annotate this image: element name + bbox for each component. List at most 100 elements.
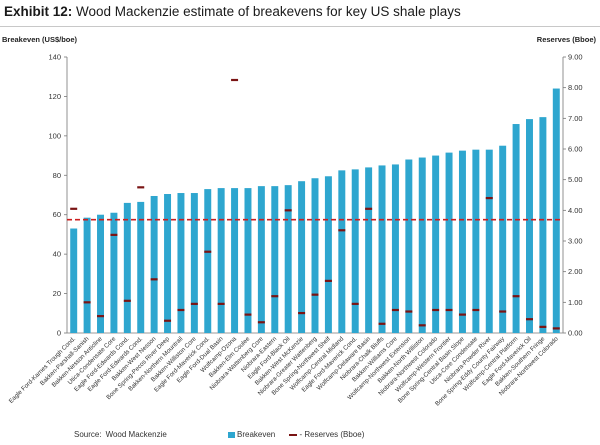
reserve-marker [217,302,225,305]
y-right-tick-label: 7.00 [568,114,583,123]
reserve-marker [311,293,319,296]
breakeven-bar [432,155,440,333]
y-right-tick-label: 9.00 [568,53,583,62]
breakeven-bar [351,169,359,333]
chart-legend: Breakeven - Reserves (Bboe) [228,430,364,439]
legend-breakeven-swatch [228,431,235,438]
reserve-marker [365,207,373,210]
exhibit-label: Exhibit 12: [4,4,73,19]
breakeven-bar [110,212,118,333]
reserve-marker [204,250,212,253]
breakeven-bar [526,119,533,333]
breakeven-bar [231,188,239,333]
breakeven-bar [83,217,91,333]
reserve-marker [552,327,560,330]
y-left-tick-label: 0 [57,329,61,338]
breakeven-bar [271,186,279,333]
y-right-tick-label: 5.00 [568,175,583,184]
breakeven-bar [123,202,131,333]
breakeven-bar [70,228,78,333]
reserve-marker [525,318,533,321]
y-left-tick-label: 140 [48,53,61,62]
breakeven-bar [512,124,520,333]
breakeven-bar [405,159,413,333]
legend-breakeven-label: Breakeven [237,430,276,439]
breakeven-bar [311,178,319,333]
y-right-tick-label: 3.00 [568,237,583,246]
title-divider [0,26,600,27]
reserve-marker [418,324,426,327]
y-left-tick-label: 100 [48,131,61,140]
reserve-marker [324,279,332,282]
breakeven-bar [539,117,547,333]
breakeven-bar [150,195,158,333]
breakeven-bar [217,188,225,333]
reserve-marker [499,310,507,313]
reserve-marker [512,295,520,298]
breakeven-bar [445,152,453,333]
breakeven-bar [552,88,560,333]
y-left-tick-label: 40 [53,250,61,259]
reserve-marker [137,186,145,189]
breakeven-bar [97,214,104,333]
y-right-tick-label: 4.00 [568,206,583,215]
reserve-marker [539,325,547,328]
breakeven-bar [499,145,507,333]
y-right-tick-label: 8.00 [568,83,583,92]
reserve-marker [405,310,413,313]
breakeven-bar [244,188,252,333]
y-right-tick-label: 1.00 [568,298,583,307]
reserve-marker [445,308,453,312]
reserve-marker [244,313,252,316]
y-right-tick-label: 6.00 [568,145,583,154]
y-left-tick-label: 20 [53,289,61,298]
reserve-marker [338,229,346,232]
source-text: Wood Mackenzie [105,430,167,439]
reserve-marker [432,308,440,312]
breakeven-bar [257,186,265,333]
breakeven-bar [324,176,332,333]
y-left-tick-label: 120 [48,92,61,101]
breakeven-bar [298,181,306,333]
chart-title: Wood Mackenzie estimate of breakevens fo… [76,4,461,19]
reserve-marker [83,301,91,304]
breakeven-bar [190,193,198,333]
breakeven-bar [137,201,145,333]
breakeven-bar [391,164,399,333]
y-left-axis-title: Breakeven (US$/boe) [2,35,78,44]
breakeven-bar [365,167,373,333]
reserve-marker [97,315,105,318]
breakeven-bar [485,149,493,333]
breakeven-bar [418,157,426,333]
y-right-axis-title: Reserves (Bboe) [537,35,597,44]
reserve-marker [123,299,131,302]
legend-reserves-swatch [289,433,298,436]
breakeven-bar [204,189,212,333]
reserve-marker [284,209,292,212]
reserve-marker [190,302,198,305]
source-label: Source: [74,430,102,439]
breakeven-chart: Breakeven (US$/boe) Reserves (Bboe) 0 20 40 6… [2,35,597,408]
reserve-marker [70,207,78,210]
reserve-marker [458,313,466,316]
source-note: Source: Wood Mackenzie [74,430,167,439]
reserve-marker [378,322,386,325]
breakeven-bar [458,150,466,333]
breakeven-bar [164,194,172,333]
y-right-tick-label: 0.00 [568,329,583,338]
reserve-marker [351,302,359,305]
reserve-marker [150,278,158,281]
reserve-marker [298,311,306,315]
exhibit-title: Exhibit 12: Wood Mackenzie estimate of b… [4,4,461,19]
breakeven-bar [284,185,292,333]
breakeven-bar [472,149,480,333]
legend-reserves-label: - Reserves (Bboe) [299,430,365,439]
breakeven-bar [378,165,386,333]
reserve-marker [164,319,172,322]
reserve-marker [271,295,279,298]
reserve-marker [110,233,118,236]
breakeven-bar [177,193,185,333]
reserve-marker [472,308,480,312]
y-left-tick-label: 80 [53,171,61,180]
reserve-marker [231,78,239,82]
